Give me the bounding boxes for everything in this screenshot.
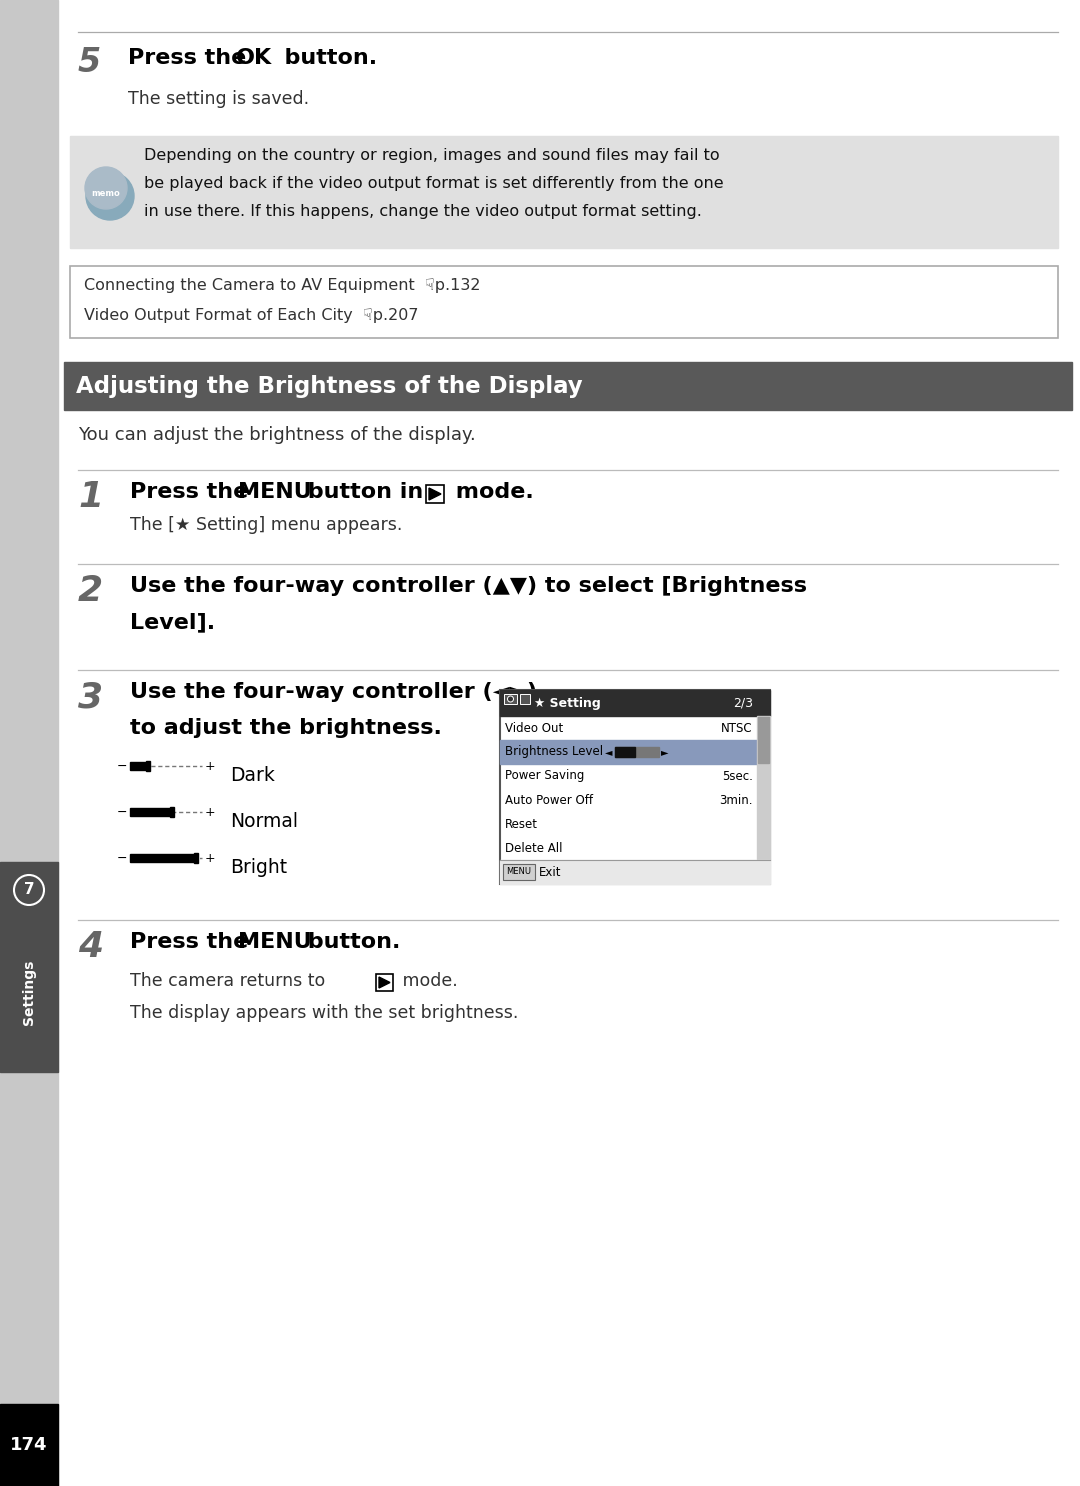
Text: mode.: mode.	[448, 481, 534, 502]
Text: You can adjust the brightness of the display.: You can adjust the brightness of the dis…	[78, 426, 476, 444]
Text: button in: button in	[300, 481, 431, 502]
Text: be played back if the video output format is set differently from the one: be played back if the video output forma…	[144, 175, 724, 192]
Text: Delete All: Delete All	[505, 841, 563, 854]
Text: −: −	[117, 851, 127, 865]
Text: 7: 7	[24, 883, 35, 898]
Text: Brightness Level: Brightness Level	[505, 746, 603, 758]
Bar	[504, 694, 517, 704]
Bar	[70, 137, 1058, 248]
Text: button.: button.	[300, 932, 401, 953]
Text: 2/3: 2/3	[733, 697, 753, 709]
Text: Dark: Dark	[230, 765, 275, 785]
Text: −: −	[117, 759, 127, 773]
Text: ★ Setting: ★ Setting	[534, 697, 600, 709]
Bar	[130, 854, 195, 862]
Bar	[146, 761, 150, 771]
Text: Level].: Level].	[130, 612, 215, 632]
Text: Press the: Press the	[129, 48, 254, 68]
Text: Reset: Reset	[505, 817, 538, 831]
Text: 1: 1	[78, 480, 103, 514]
Text: Exit: Exit	[539, 865, 562, 878]
Bar	[500, 690, 770, 716]
Text: in use there. If this happens, change the video output format setting.: in use there. If this happens, change th…	[144, 204, 702, 218]
Text: Video Out: Video Out	[505, 722, 564, 734]
Circle shape	[86, 172, 134, 220]
Bar	[757, 716, 770, 860]
Text: 5: 5	[78, 46, 102, 79]
Bar	[758, 718, 769, 762]
Text: MENU: MENU	[507, 868, 531, 877]
Text: +: +	[205, 759, 215, 773]
Bar	[500, 690, 770, 884]
Text: ◄: ◄	[605, 747, 612, 756]
Text: Settings: Settings	[22, 960, 36, 1025]
Bar	[500, 860, 770, 884]
Text: button.: button.	[269, 48, 377, 68]
Text: The camera returns to: The camera returns to	[130, 972, 330, 990]
Text: Connecting the Camera to AV Equipment  ☟p.132: Connecting the Camera to AV Equipment ☟p…	[84, 278, 481, 293]
Text: Press the: Press the	[130, 932, 256, 953]
Text: Bright: Bright	[230, 857, 287, 877]
Text: Auto Power Off: Auto Power Off	[505, 794, 593, 807]
Text: The display appears with the set brightness.: The display appears with the set brightn…	[130, 1005, 518, 1022]
Bar	[194, 853, 198, 863]
Text: OK: OK	[237, 48, 272, 68]
Text: to adjust the brightness.: to adjust the brightness.	[130, 718, 442, 739]
Text: Normal: Normal	[230, 811, 298, 831]
Text: The [★ Setting] menu appears.: The [★ Setting] menu appears.	[130, 516, 403, 533]
Text: Press the: Press the	[130, 481, 256, 502]
Polygon shape	[429, 487, 441, 499]
Text: MENU: MENU	[238, 932, 312, 953]
Bar	[500, 740, 757, 764]
Text: 3min.: 3min.	[719, 794, 753, 807]
Bar	[130, 762, 148, 770]
Text: 5sec.: 5sec.	[723, 770, 753, 783]
Text: mode.: mode.	[397, 972, 458, 990]
Bar	[376, 973, 393, 991]
Text: Use the four-way controller (▲▼) to select [Brightness: Use the four-way controller (▲▼) to sele…	[130, 577, 807, 596]
Polygon shape	[379, 976, 390, 988]
Text: 2: 2	[78, 574, 103, 608]
Bar	[130, 808, 172, 816]
Text: +: +	[205, 805, 215, 819]
Text: 4: 4	[78, 930, 103, 964]
Bar	[70, 266, 1058, 337]
Text: Video Output Format of Each City  ☟p.207: Video Output Format of Each City ☟p.207	[84, 308, 419, 322]
Bar	[170, 807, 174, 817]
Text: MENU: MENU	[238, 481, 312, 502]
Bar	[503, 863, 535, 880]
Bar	[615, 747, 635, 756]
Text: Adjusting the Brightness of the Display: Adjusting the Brightness of the Display	[76, 374, 582, 397]
Text: 3: 3	[78, 681, 103, 713]
Circle shape	[85, 166, 127, 210]
Text: ►: ►	[661, 747, 669, 756]
Text: The setting is saved.: The setting is saved.	[129, 91, 309, 108]
Text: Power Saving: Power Saving	[505, 770, 584, 783]
Bar	[0, 1404, 58, 1486]
Text: +: +	[205, 851, 215, 865]
Text: 174: 174	[10, 1435, 48, 1453]
Bar	[615, 747, 659, 756]
Text: memo: memo	[92, 190, 120, 199]
Text: Depending on the country or region, images and sound files may fail to: Depending on the country or region, imag…	[144, 149, 719, 163]
Text: −: −	[117, 805, 127, 819]
Bar	[519, 694, 530, 704]
Circle shape	[508, 695, 513, 701]
Text: NTSC: NTSC	[721, 722, 753, 734]
Bar	[0, 862, 58, 1071]
Bar	[426, 484, 444, 502]
Bar	[64, 363, 1072, 410]
Bar	[0, 0, 58, 1486]
Text: Use the four-way controller (◄►): Use the four-way controller (◄►)	[130, 682, 537, 701]
